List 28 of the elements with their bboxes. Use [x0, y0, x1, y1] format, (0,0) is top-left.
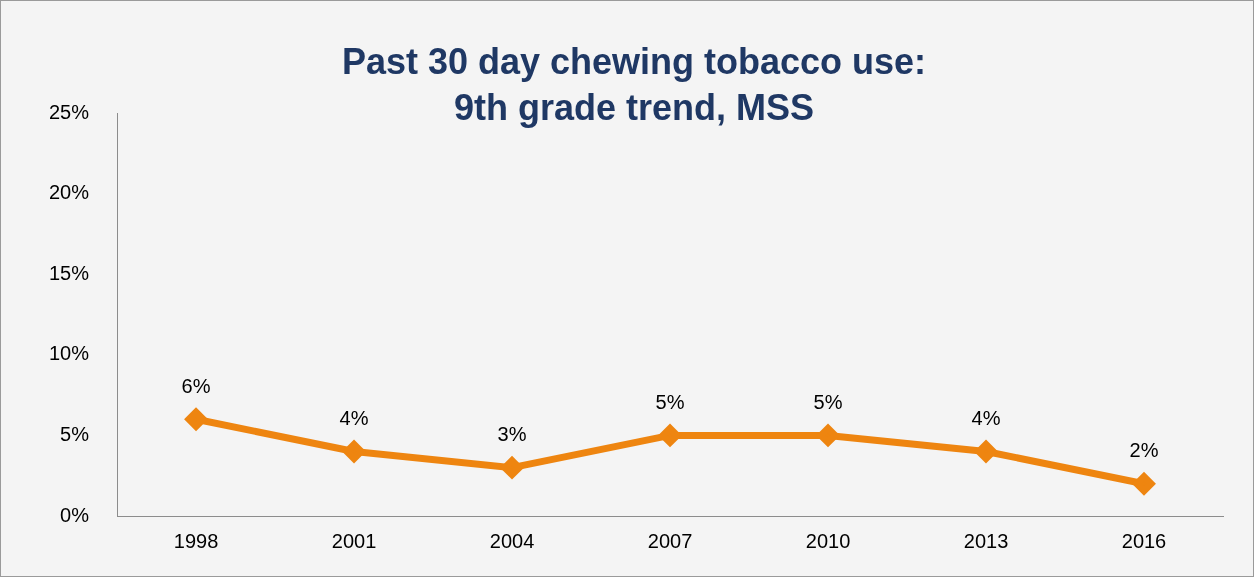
y-tick-label: 10%	[49, 342, 90, 365]
y-tick-label: 5%	[60, 422, 90, 445]
data-label: 4%	[971, 407, 1001, 430]
point	[817, 424, 839, 446]
x-tick-label: 2013	[963, 529, 1009, 552]
data-label: 4%	[339, 407, 369, 430]
x-tick-label: 1998	[173, 529, 219, 552]
y-tick-label: 15%	[49, 261, 90, 284]
point	[185, 408, 207, 430]
data-label: 2%	[1129, 439, 1159, 462]
data-label: 3%	[497, 423, 527, 446]
y-tick-label: 25%	[49, 100, 90, 123]
x-tick-label: 2010	[805, 529, 851, 552]
y-tick-label: 20%	[49, 181, 90, 204]
chart-title: Past 30 day chewing tobacco use: 9th grade trend, MSS	[340, 40, 928, 130]
data-label: 5%	[655, 390, 685, 413]
point	[659, 424, 681, 446]
point	[343, 441, 365, 463]
point	[975, 441, 997, 463]
point	[1133, 473, 1155, 495]
data-label: 5%	[813, 390, 843, 413]
data-label: 6%	[181, 374, 211, 397]
x-tick-label: 2004	[489, 529, 535, 552]
x-tick-label: 2007	[647, 529, 693, 552]
x-tick-label: 2016	[1121, 529, 1167, 552]
x-tick-label: 2001	[331, 529, 377, 552]
point	[501, 457, 523, 479]
y-tick-label: 0%	[60, 503, 90, 526]
